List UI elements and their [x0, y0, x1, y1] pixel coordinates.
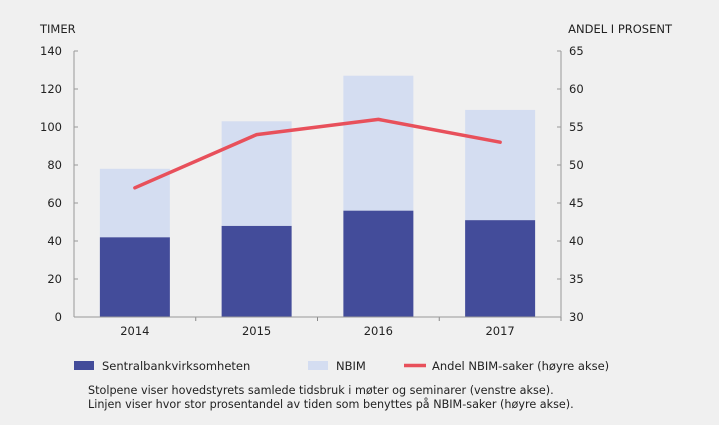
bar-sentralbank-2015	[221, 225, 292, 317]
legend-label: Sentralbankvirksomheten	[102, 359, 250, 373]
legend-label: NBIM	[336, 359, 366, 373]
y-tick-label: 20	[47, 272, 62, 286]
legend-label: Andel NBIM-saker (høyre akse)	[432, 359, 609, 373]
y-axis-label: TIMER	[39, 22, 76, 36]
y2-tick-label: 30	[569, 310, 584, 324]
note-2: Linjen viser hvor stor prosentandel av t…	[88, 398, 574, 411]
y2-tick-label: 65	[569, 44, 584, 58]
bar-sentralbank-2016	[343, 210, 414, 317]
y-tick-label: 80	[47, 158, 62, 172]
legend-swatch	[308, 361, 328, 370]
y2-tick-label: 55	[569, 120, 584, 134]
y2-tick-label: 60	[569, 82, 584, 96]
bar-nbim-2017	[465, 109, 536, 221]
x-tick-label: 2017	[485, 324, 514, 338]
bar-nbim-2015	[221, 121, 292, 226]
x-tick-label: 2014	[120, 324, 149, 338]
bar-nbim-2016	[343, 75, 414, 211]
y-tick-label: 60	[47, 196, 62, 210]
y2-tick-label: 40	[569, 234, 584, 248]
y2-tick-label: 50	[569, 158, 584, 172]
x-tick-label: 2016	[364, 324, 393, 338]
note-1: Stolpene viser hovedstyrets samlede tids…	[88, 384, 554, 397]
bar-nbim-2014	[99, 168, 170, 238]
y2-tick-label: 35	[569, 272, 584, 286]
legend-swatch	[74, 361, 94, 370]
y-tick-label: 40	[47, 234, 62, 248]
line-andel-nbim	[133, 117, 502, 190]
y-tick-label: 100	[40, 120, 62, 134]
bar-sentralbank-2017	[465, 220, 536, 317]
y-tick-label: 120	[40, 82, 62, 96]
x-tick-label: 2015	[242, 324, 271, 338]
y-tick-label: 140	[40, 44, 62, 58]
y2-axis-label: ANDEL I PROSENT	[568, 22, 673, 36]
y2-tick-label: 45	[569, 196, 584, 210]
y-tick-label: 0	[55, 310, 62, 324]
bar-sentralbank-2014	[99, 237, 170, 317]
